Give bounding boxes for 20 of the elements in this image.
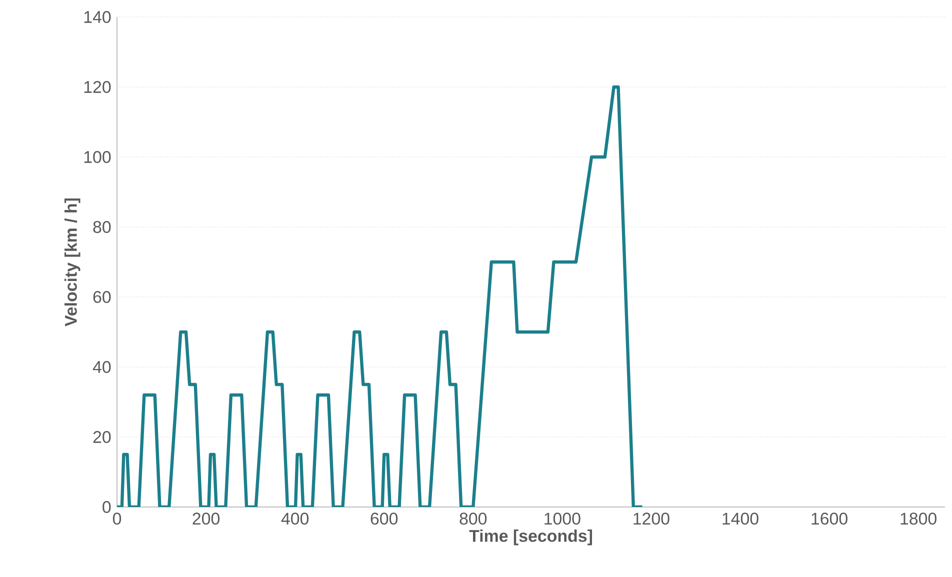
x-tick-label: 1400	[722, 512, 758, 525]
x-tick-label: 1600	[812, 512, 848, 525]
x-axis-title: Time [seconds]	[469, 529, 592, 546]
y-axis-title: Velocity [km / h]	[64, 198, 80, 326]
x-tick-label: 1000	[544, 512, 580, 525]
y-tick-label: 120	[84, 80, 111, 93]
x-tick-label: 600	[370, 512, 398, 525]
y-tick-label: 100	[84, 150, 111, 163]
y-tick-label: 20	[93, 431, 111, 443]
y-tick-label: 0	[102, 501, 111, 513]
x-tick-label: 1200	[634, 512, 670, 525]
y-tick-label: 80	[93, 221, 111, 233]
x-tick-label: 0	[112, 512, 122, 525]
x-tick-label: 200	[192, 512, 220, 525]
y-tick-label: 140	[84, 10, 111, 23]
x-tick-label: 400	[281, 512, 309, 525]
y-tick-label: 40	[92, 361, 111, 373]
x-tick-label: 1800	[900, 512, 936, 525]
x-tick-label: 800	[460, 512, 487, 525]
y-tick-label: 60	[93, 291, 111, 303]
